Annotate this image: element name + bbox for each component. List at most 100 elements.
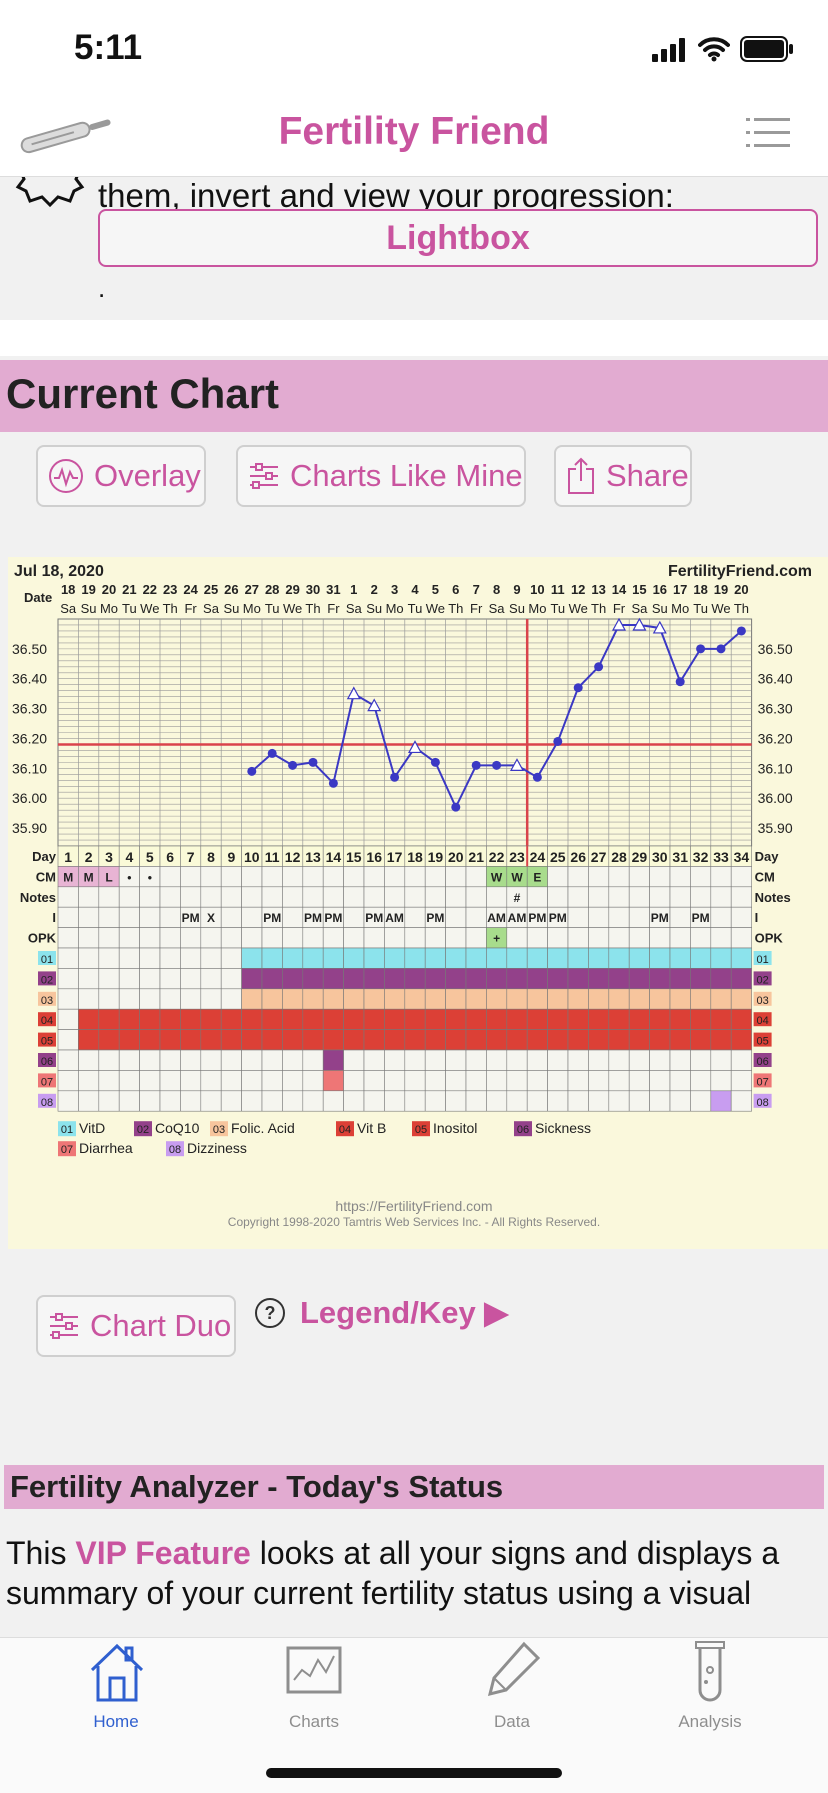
date-label: 5 — [432, 582, 439, 597]
data-cell — [608, 906, 630, 928]
data-cell — [220, 1029, 242, 1051]
data-cell — [486, 1008, 508, 1030]
date-label: 25 — [204, 582, 218, 597]
data-cell — [159, 1070, 181, 1092]
data-cell — [282, 947, 304, 969]
cycle-day-label: 8 — [207, 849, 215, 865]
charts-like-mine-button[interactable]: Charts Like Mine — [236, 445, 526, 507]
cycle-day-label: 20 — [448, 849, 464, 865]
data-cell — [139, 988, 161, 1010]
data-cell — [547, 1090, 569, 1112]
chart-duo-button[interactable]: Chart Duo — [36, 1295, 236, 1357]
data-cell — [200, 927, 222, 949]
custom-row-code: 01 — [41, 954, 53, 966]
data-cell — [98, 1008, 120, 1030]
tab-charts[interactable]: Charts — [234, 1638, 394, 1748]
custom-row-swatch — [38, 951, 56, 965]
overlay-button[interactable]: Overlay — [36, 445, 206, 507]
data-cell — [547, 866, 569, 888]
data-cell — [57, 906, 79, 928]
legend-swatch — [166, 1141, 184, 1157]
data-cell — [261, 1090, 283, 1112]
data-cell — [567, 947, 589, 969]
overlay-label: Overlay — [94, 458, 201, 493]
data-cell — [486, 1070, 508, 1092]
temperature-point-open — [611, 617, 627, 631]
data-cell — [465, 968, 487, 990]
cycle-day-label: 11 — [265, 849, 280, 865]
bbt-chart[interactable]: Jul 18, 2020 FertilityFriend.com Date 18 Sa 1… — [8, 557, 828, 1249]
temperature-point — [451, 802, 461, 812]
legend-swatch — [58, 1141, 76, 1157]
data-cell — [78, 1090, 100, 1112]
weekday-label: Su — [223, 601, 239, 616]
row-label-right: Notes — [755, 890, 791, 905]
data-cell — [608, 927, 630, 949]
data-cell — [384, 886, 406, 908]
share-label: Share — [606, 458, 689, 493]
data-cell — [445, 906, 467, 928]
data-cell — [302, 1008, 324, 1030]
vip-feature-link[interactable]: VIP Feature — [75, 1535, 251, 1571]
data-cell — [690, 927, 712, 949]
data-cell — [139, 906, 161, 928]
content-scroll[interactable]: them, invert and view your progression: … — [0, 177, 828, 1637]
data-cell — [424, 968, 446, 990]
data-cell — [200, 886, 222, 908]
tab-home[interactable]: Home — [36, 1638, 196, 1748]
tab-analysis[interactable]: Analysis — [630, 1638, 790, 1748]
date-label: 15 — [632, 582, 646, 597]
weekday-label: We — [426, 601, 445, 616]
data-cell — [526, 968, 548, 990]
data-cell — [57, 947, 79, 969]
temperature-point — [430, 757, 440, 767]
data-cell — [384, 927, 406, 949]
date-label: 19 — [81, 582, 95, 597]
section-divider — [0, 320, 828, 356]
data-cell — [649, 1049, 671, 1071]
date-label: 17 — [673, 582, 687, 597]
cycle-day-label: 4 — [126, 849, 134, 865]
data-cell — [690, 1008, 712, 1030]
custom-row-swatch — [753, 1093, 772, 1108]
data-cell — [608, 1049, 630, 1071]
data-cell — [180, 1049, 202, 1071]
data-cell — [343, 1090, 365, 1112]
thermometer-icon[interactable] — [14, 114, 116, 154]
data-cell — [241, 947, 263, 969]
temperature-point — [247, 766, 257, 776]
data-cell — [588, 1090, 610, 1112]
data-cell — [241, 1070, 263, 1092]
data-cell — [261, 866, 283, 888]
legend-code: 07 — [61, 1144, 73, 1156]
data-cell — [363, 1070, 385, 1092]
data-cell — [649, 927, 671, 949]
weekday-label: Tu — [408, 601, 423, 616]
share-button[interactable]: Share — [554, 445, 692, 507]
menu-icon[interactable] — [746, 116, 790, 150]
data-cell — [424, 886, 446, 908]
tab-data[interactable]: Data — [432, 1638, 592, 1748]
legend-key-link[interactable]: ? Legend/Key ▶ — [254, 1295, 508, 1331]
y-tick-left: 35.90 — [12, 820, 47, 836]
data-cell — [118, 1070, 140, 1092]
date-label: 28 — [265, 582, 279, 597]
data-cell — [608, 968, 630, 990]
data-cell — [302, 1029, 324, 1051]
tab-charts-label: Charts — [288, 1712, 340, 1731]
lightbox-button[interactable]: Lightbox — [98, 209, 818, 267]
row-label-right: CM — [755, 869, 775, 884]
data-cell — [78, 906, 100, 928]
data-cell — [98, 968, 120, 990]
custom-row-swatch — [753, 1073, 772, 1088]
data-cell — [730, 1008, 752, 1030]
legend-swatch — [336, 1121, 354, 1137]
data-cell — [363, 1049, 385, 1071]
data-cell — [710, 1070, 732, 1092]
y-tick-left: 36.40 — [12, 671, 47, 687]
data-cell — [261, 1008, 283, 1030]
weekday-label: Tu — [122, 601, 137, 616]
data-cell — [588, 947, 610, 969]
data-cell — [180, 866, 202, 888]
data-cell — [567, 1029, 589, 1051]
